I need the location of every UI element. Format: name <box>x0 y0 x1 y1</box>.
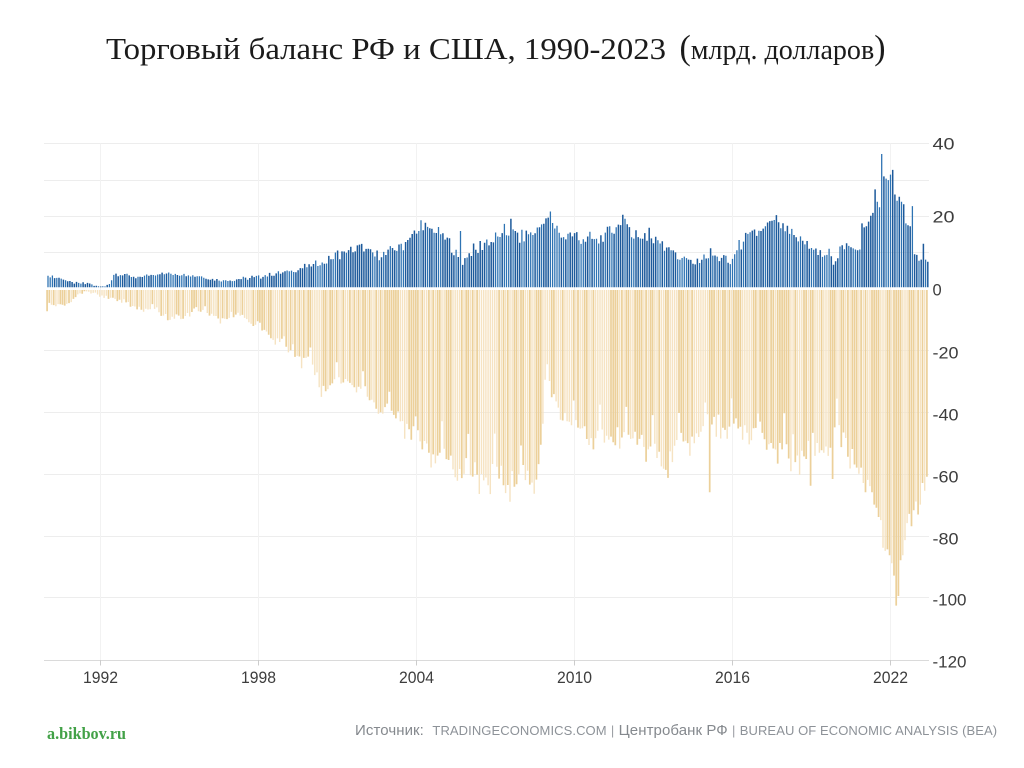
svg-text:2004: 2004 <box>399 669 434 687</box>
svg-text:-40: -40 <box>933 407 959 425</box>
svg-text:20: 20 <box>933 209 955 227</box>
svg-text:-60: -60 <box>933 469 959 487</box>
svg-text:1998: 1998 <box>241 669 276 687</box>
svg-text:-80: -80 <box>933 531 959 549</box>
svg-text:Торговый баланс РФ и США, 1990: Торговый баланс РФ и США, 1990-2023 <box>106 31 666 66</box>
svg-text:40: 40 <box>933 136 955 154</box>
svg-text:Источник: TRADINGECONOMICS.CO: Источник: TRADINGECONOMICS.COM | Центроб… <box>355 722 997 739</box>
svg-text:2010: 2010 <box>557 669 592 687</box>
svg-text:1992: 1992 <box>83 669 118 687</box>
svg-text:2022: 2022 <box>873 669 908 687</box>
svg-text:2016: 2016 <box>715 669 750 687</box>
svg-text:-100: -100 <box>933 592 967 610</box>
svg-text:a.bikbov.ru: a.bikbov.ru <box>47 724 126 743</box>
svg-text:-20: -20 <box>933 345 959 363</box>
svg-text:0: 0 <box>933 282 942 300</box>
svg-text:-120: -120 <box>933 654 967 672</box>
svg-text:(млрд. долларов): (млрд. долларов) <box>680 28 886 67</box>
